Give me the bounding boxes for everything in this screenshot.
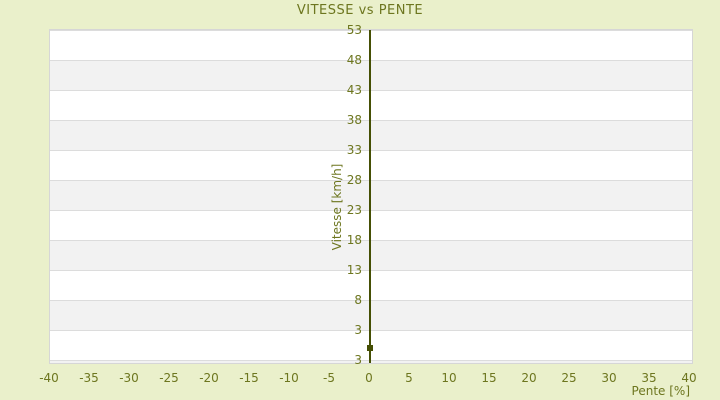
x-axis-title: Pente [%] [631,384,690,398]
y-tick-label: 13 [346,263,362,277]
x-tick-label: 35 [641,371,657,385]
x-tick-label: -30 [119,371,139,385]
y-tick-label: 43 [346,83,362,97]
y-axis-title: Vitesse [km/h] [330,163,344,251]
x-tick-label: -35 [79,371,99,385]
y-tick-label: 23 [346,203,362,217]
y-tick-label: 53 [346,23,362,37]
x-tick-label: 15 [481,371,497,385]
x-tick-label: 20 [521,371,537,385]
x-tick-label: -15 [239,371,259,385]
plot-area [50,30,692,363]
x-tick-label: -25 [159,371,179,385]
y-tick-label: 48 [346,53,362,67]
y-tick-label: 38 [346,113,362,127]
x-tick-label: 0 [365,371,373,385]
y-tick-label: 8 [354,293,362,307]
data-point [367,345,373,351]
y-tick-label: 3 [354,353,362,367]
chart-title: VITESSE vs PENTE [296,3,424,18]
x-tick-label: -10 [279,371,299,385]
x-tick-label: 40 [681,371,697,385]
x-tick-label: 25 [561,371,577,385]
y-tick-label: 18 [346,233,362,247]
x-tick-label: 30 [601,371,617,385]
y-tick-label: 28 [346,173,362,187]
y-tick-label: 33 [346,143,362,157]
x-tick-label: 10 [441,371,457,385]
x-tick-label: -5 [323,371,335,385]
x-tick-label: -20 [199,371,219,385]
x-tick-label: -40 [39,371,59,385]
y-tick-label: 3 [354,323,362,337]
x-tick-label: 5 [405,371,413,385]
y-axis-line [369,30,371,363]
